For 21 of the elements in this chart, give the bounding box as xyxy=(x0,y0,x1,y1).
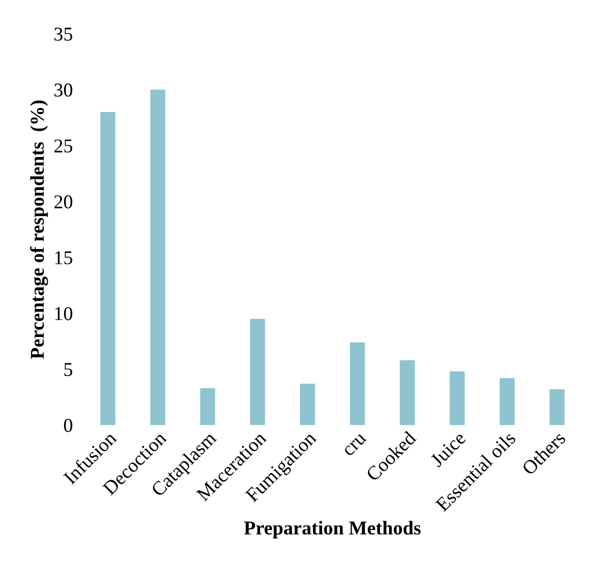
y-tick-label: 10 xyxy=(55,307,72,320)
bar xyxy=(450,371,465,426)
y-tick-label: 35 xyxy=(54,28,72,41)
bar xyxy=(150,90,166,426)
y-tick-label: 15 xyxy=(55,251,72,264)
bar xyxy=(300,384,315,426)
y-tick-label: 0 xyxy=(64,418,72,432)
x-tick-label: cru xyxy=(343,433,367,457)
bar xyxy=(550,389,565,426)
y-tick-label: 30 xyxy=(54,83,72,97)
bar xyxy=(500,378,515,426)
y-axis-title: Percentage of respondents (%) xyxy=(30,100,48,359)
bar xyxy=(250,318,266,426)
bar xyxy=(100,112,116,426)
x-axis-title: Preparation Methods xyxy=(244,520,421,539)
bar xyxy=(400,360,415,426)
y-tick-label: 20 xyxy=(54,195,72,208)
y-tick-label: 5 xyxy=(64,363,72,376)
bar xyxy=(350,342,365,426)
bar xyxy=(200,388,216,426)
y-tick-label: 25 xyxy=(54,139,72,153)
